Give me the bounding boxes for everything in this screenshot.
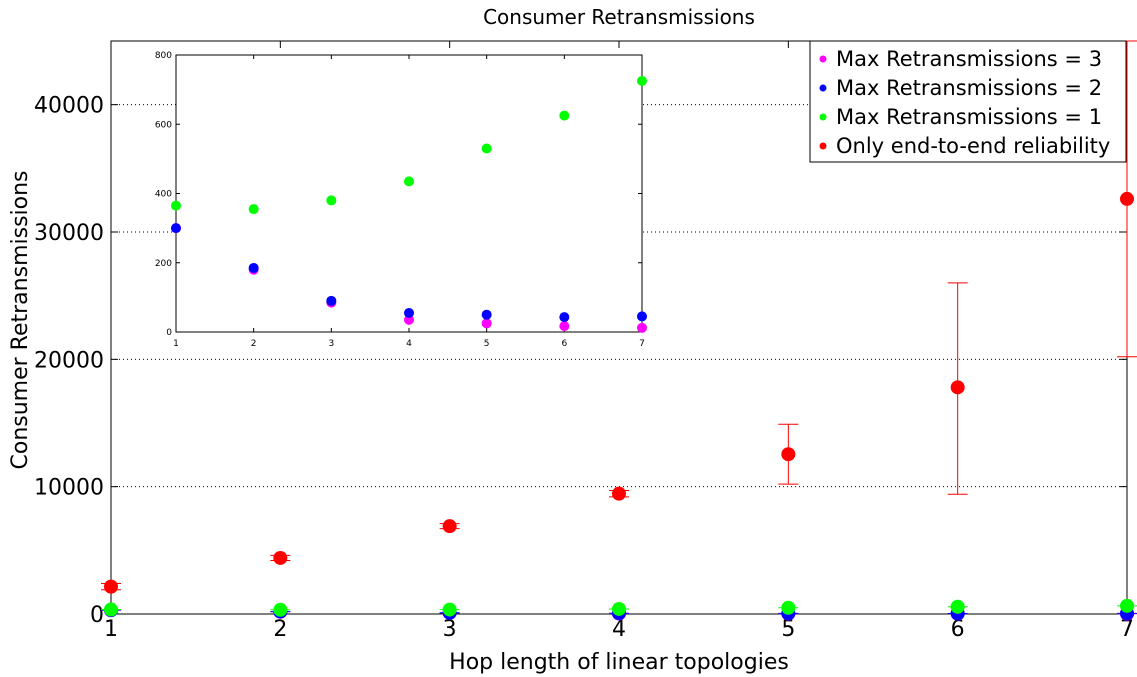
inset-y-tick-label: 800 — [155, 51, 172, 61]
legend-label: Max Retransmissions = 2 — [836, 76, 1102, 100]
inset-y-tick-label: 400 — [155, 190, 172, 200]
inset-plot: 0 200 400 600 800 1 2 3 4 5 6 7 — [155, 51, 647, 349]
inset-x-tick-label: 3 — [328, 339, 334, 349]
legend-marker — [819, 113, 827, 121]
legend-label: Max Retransmissions = 3 — [836, 47, 1102, 71]
x-tick-label: 4 — [612, 617, 626, 642]
inset-x-tick-label: 5 — [484, 339, 490, 349]
inset-series — [171, 75, 647, 333]
inset-data-point-series-1 — [481, 309, 492, 320]
inset-data-point-series-1 — [559, 312, 570, 323]
inset-data-point-series-1 — [326, 295, 337, 306]
data-point-series-2 — [273, 602, 288, 617]
data-point-series-2 — [1120, 598, 1134, 613]
legend-label: Max Retransmissions = 1 — [836, 105, 1102, 129]
x-tick-label: 7 — [1120, 617, 1134, 642]
x-tick-label: 5 — [781, 617, 795, 642]
inset-data-point-series-0 — [559, 321, 570, 332]
data-point-series-2 — [612, 601, 626, 616]
legend-marker — [819, 55, 827, 63]
data-point-series-3 — [104, 579, 118, 594]
legend-items: Max Retransmissions = 3 Max Retransmissio… — [819, 47, 1110, 158]
x-tick-label: 6 — [951, 617, 965, 642]
inset-data-point-series-0 — [404, 314, 414, 325]
inset-x-tick-label: 7 — [639, 339, 645, 349]
y-axis-label: Consumer Retransmissions — [8, 170, 33, 469]
inset-y-tick-label: 200 — [155, 259, 172, 269]
y-tick-label: 40000 — [34, 94, 104, 119]
data-point-series-3 — [612, 486, 626, 501]
chart-title: Consumer Retransmissions — [483, 5, 755, 29]
inset-data-point-series-1 — [171, 223, 181, 234]
inset-data-point-series-0 — [481, 318, 492, 329]
inset-x-tick-label: 1 — [173, 339, 179, 349]
data-point-series-3 — [442, 519, 457, 534]
x-tick-label: 3 — [443, 617, 457, 642]
inset-data-point-series-2 — [559, 110, 570, 121]
inset-y-tick-label: 0 — [166, 328, 172, 338]
inset-data-point-series-2 — [481, 143, 492, 154]
inset-background — [175, 54, 643, 333]
inset-data-point-series-0 — [637, 322, 647, 333]
legend-marker — [819, 142, 827, 150]
y-tick-label: 30000 — [34, 221, 104, 246]
main-series — [101, 40, 1137, 621]
inset-data-point-series-2 — [248, 204, 259, 215]
y-tick-label: 10000 — [34, 476, 104, 501]
inset-ticks: 0 200 400 600 800 1 2 3 4 5 6 7 — [155, 51, 645, 349]
main-ticks: 0 10000 20000 30000 40000 1 2 3 4 5 6 7 — [34, 41, 1134, 642]
inset-data-point-series-1 — [637, 311, 647, 322]
legend-label: Only end-to-end reliability — [836, 134, 1110, 158]
legend-box — [809, 40, 1127, 163]
data-point-series-3 — [273, 550, 288, 565]
inset-data-point-series-2 — [326, 195, 337, 206]
x-tick-label: 2 — [273, 617, 287, 642]
inset-y-tick-label: 600 — [155, 120, 172, 130]
y-tick-label: 20000 — [34, 348, 104, 373]
inset-x-tick-label: 4 — [406, 339, 412, 349]
x-tick-label: 1 — [104, 617, 118, 642]
data-point-series-2 — [442, 602, 457, 617]
y-tick-label: 0 — [90, 603, 104, 628]
inset-data-point-series-2 — [171, 200, 181, 211]
inset-data-point-series-1 — [404, 307, 414, 318]
inset-data-point-series-1 — [248, 262, 259, 273]
data-point-series-2 — [104, 602, 118, 617]
inset-data-point-series-2 — [404, 176, 414, 187]
x-axis-label: Hop length of linear topologies — [449, 650, 789, 675]
data-point-series-3 — [1120, 191, 1134, 206]
inset-data-point-series-2 — [637, 75, 647, 86]
inset-x-tick-label: 2 — [251, 339, 257, 349]
legend: Max Retransmissions = 3 Max Retransmissio… — [809, 40, 1127, 163]
inset-x-tick-label: 6 — [561, 339, 567, 349]
data-point-series-2 — [950, 599, 965, 614]
data-point-series-3 — [781, 447, 796, 462]
data-point-series-3 — [950, 380, 965, 395]
data-point-series-2 — [781, 600, 796, 615]
legend-marker — [819, 84, 827, 92]
